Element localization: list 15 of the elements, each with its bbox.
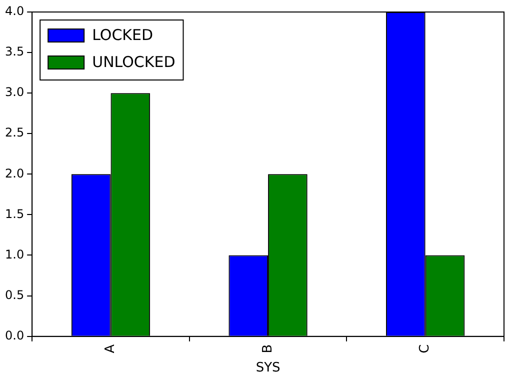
y-tick-label: 0.0	[4, 328, 24, 342]
x-tick-label: B	[260, 344, 276, 354]
y-tick-label: 3.5	[4, 44, 24, 59]
y-tick-label: 2.5	[4, 126, 24, 140]
y-tick-label: 2.0	[4, 166, 24, 180]
legend-label: UNLOCKED	[92, 52, 176, 71]
y-tick-label: 1.5	[4, 206, 24, 221]
x-tick-label: C	[418, 344, 433, 354]
x-axis-title: SYS	[256, 360, 280, 376]
legend-label: LOCKED	[92, 26, 154, 44]
x-tick-label: A	[103, 344, 118, 354]
y-tick-label: 0.5	[4, 288, 24, 302]
y-tick-label: 3.0	[4, 85, 24, 100]
y-tick-label: 4.0	[4, 4, 24, 18]
y-tick-label: 1.0	[4, 247, 24, 262]
